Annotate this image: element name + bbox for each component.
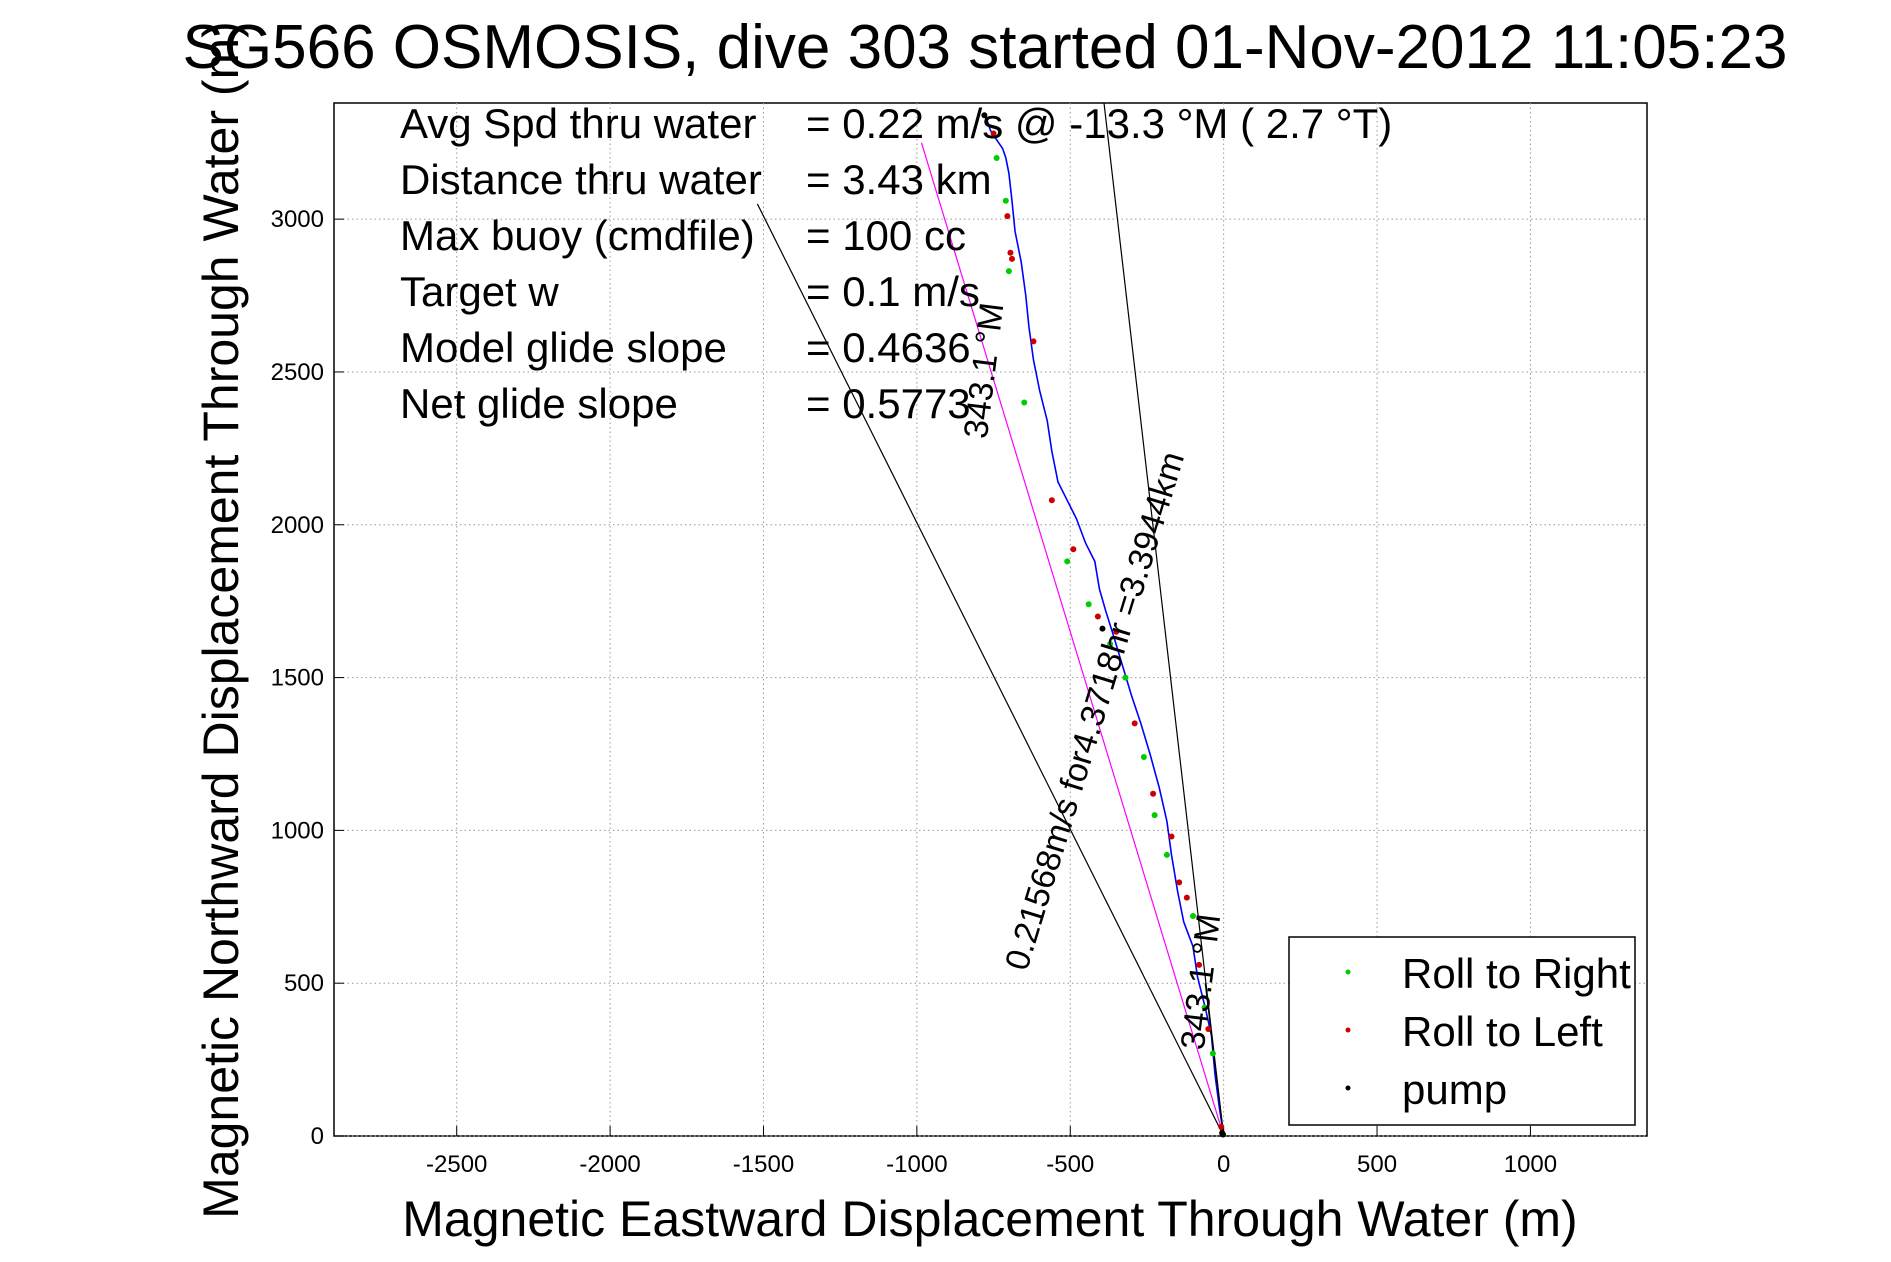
roll-left-marker (1004, 213, 1011, 220)
chart-title: SG566 OSMOSIS, dive 303 started 01-Nov-2… (183, 13, 1788, 82)
roll-right-marker (993, 155, 1000, 162)
stat-label: Model glide slope (400, 324, 727, 371)
x-tick-label: -1000 (886, 1151, 947, 1178)
y-ticks: 0 500 1000 1500 2000 2500 3000 (271, 206, 344, 1150)
y-tick-label: 2500 (271, 359, 324, 386)
roll-right-marker (1163, 851, 1170, 858)
roll-right-marker (1085, 601, 1092, 608)
roll-right-marker (1002, 197, 1009, 204)
y-tick-label: 500 (284, 970, 324, 997)
x-tick-label: -2000 (579, 1151, 640, 1178)
roll-right-marker (1005, 268, 1012, 275)
y-tick-label: 0 (311, 1123, 324, 1150)
stat-label: Distance thru water (400, 156, 762, 203)
stat-value: = 0.4636 (806, 324, 971, 371)
stat-label: Net glide slope (400, 380, 678, 427)
legend-swatch (1345, 969, 1351, 975)
legend-swatch (1345, 1085, 1351, 1091)
x-tick-label: -1500 (733, 1151, 794, 1178)
pump-marker (1220, 1131, 1227, 1138)
series (756, 102, 1225, 1137)
legend-label: Roll to Left (1402, 1008, 1603, 1055)
stat-value: = 0.5773 (806, 380, 971, 427)
reference-line-1 (920, 142, 1225, 1137)
roll-right-marker (1122, 674, 1129, 681)
y-tick-label: 1000 (271, 817, 324, 844)
roll-left-marker (1070, 546, 1077, 553)
y-tick-label: 3000 (271, 206, 324, 233)
legend-label: pump (1402, 1066, 1507, 1113)
roll-left-marker (1048, 497, 1055, 504)
roll-left-marker (1007, 249, 1014, 256)
roll-left-marker (1168, 833, 1175, 840)
reference-line-2 (756, 203, 1225, 1137)
roll-left-marker (1196, 961, 1203, 968)
y-axis-label: Magnetic Northward Displacement Through … (193, 21, 249, 1219)
x-ticks: -2500 -2000 -1500 -1000 -500 0 500 1000 (426, 1126, 1557, 1178)
stat-label: Target w (400, 268, 559, 315)
roll-left-marker (1150, 790, 1157, 797)
legend-swatch (1345, 1027, 1351, 1033)
stats-box: Avg Spd thru water = 0.22 m/s @ -13.3 °M … (400, 100, 1392, 427)
roll-right-marker (1107, 640, 1114, 647)
roll-left-marker (1008, 255, 1015, 262)
roll-left-marker (1218, 1123, 1225, 1130)
roll-right-marker (1140, 754, 1147, 761)
track-line (983, 114, 1225, 1137)
roll-right-marker (1189, 912, 1196, 919)
stat-label: Max buoy (cmdfile) (400, 212, 755, 259)
roll-right-marker (1201, 1004, 1208, 1011)
y-tick-label: 1500 (271, 665, 324, 692)
markers (981, 112, 1227, 1138)
roll-left-marker (1094, 613, 1101, 620)
x-tick-label: 500 (1357, 1151, 1397, 1178)
x-tick-label: 0 (1217, 1151, 1230, 1178)
x-tick-label: 1000 (1504, 1151, 1557, 1178)
roll-left-marker (990, 130, 997, 137)
pump-marker (1099, 625, 1106, 632)
y-tick-label: 2000 (271, 512, 324, 539)
legend: Roll to Right Roll to Left pump (1288, 936, 1636, 1126)
roll-right-marker (1021, 399, 1028, 406)
pump-marker (981, 112, 988, 119)
reference-line-4 (1204, 983, 1225, 1137)
reference-line-3 (1103, 102, 1225, 1137)
roll-left-marker (1113, 628, 1120, 635)
legend-label: Roll to Right (1402, 950, 1631, 997)
stat-value: = 3.43 km (806, 156, 992, 203)
roll-right-marker (1151, 812, 1158, 819)
stat-value: = 0.1 m/s (806, 268, 980, 315)
roll-left-marker (1205, 1026, 1212, 1033)
legend-entries: Roll to Right Roll to Left pump (1345, 950, 1631, 1113)
stat-value: = 0.22 m/s @ -13.3 °M ( 2.7 °T) (806, 100, 1392, 147)
stat-label: Avg Spd thru water (400, 100, 756, 147)
roll-right-marker (1064, 558, 1071, 565)
roll-left-marker (1176, 879, 1183, 886)
roll-left-marker (1131, 720, 1138, 727)
roll-right-marker (1209, 1050, 1216, 1057)
x-axis-label: Magnetic Eastward Displacement Through W… (402, 1191, 1577, 1247)
stat-value: = 100 cc (806, 212, 966, 259)
x-tick-label: -2500 (426, 1151, 487, 1178)
x-tick-label: -500 (1046, 1151, 1094, 1178)
roll-left-marker (1183, 894, 1190, 901)
roll-left-marker (1030, 338, 1037, 345)
